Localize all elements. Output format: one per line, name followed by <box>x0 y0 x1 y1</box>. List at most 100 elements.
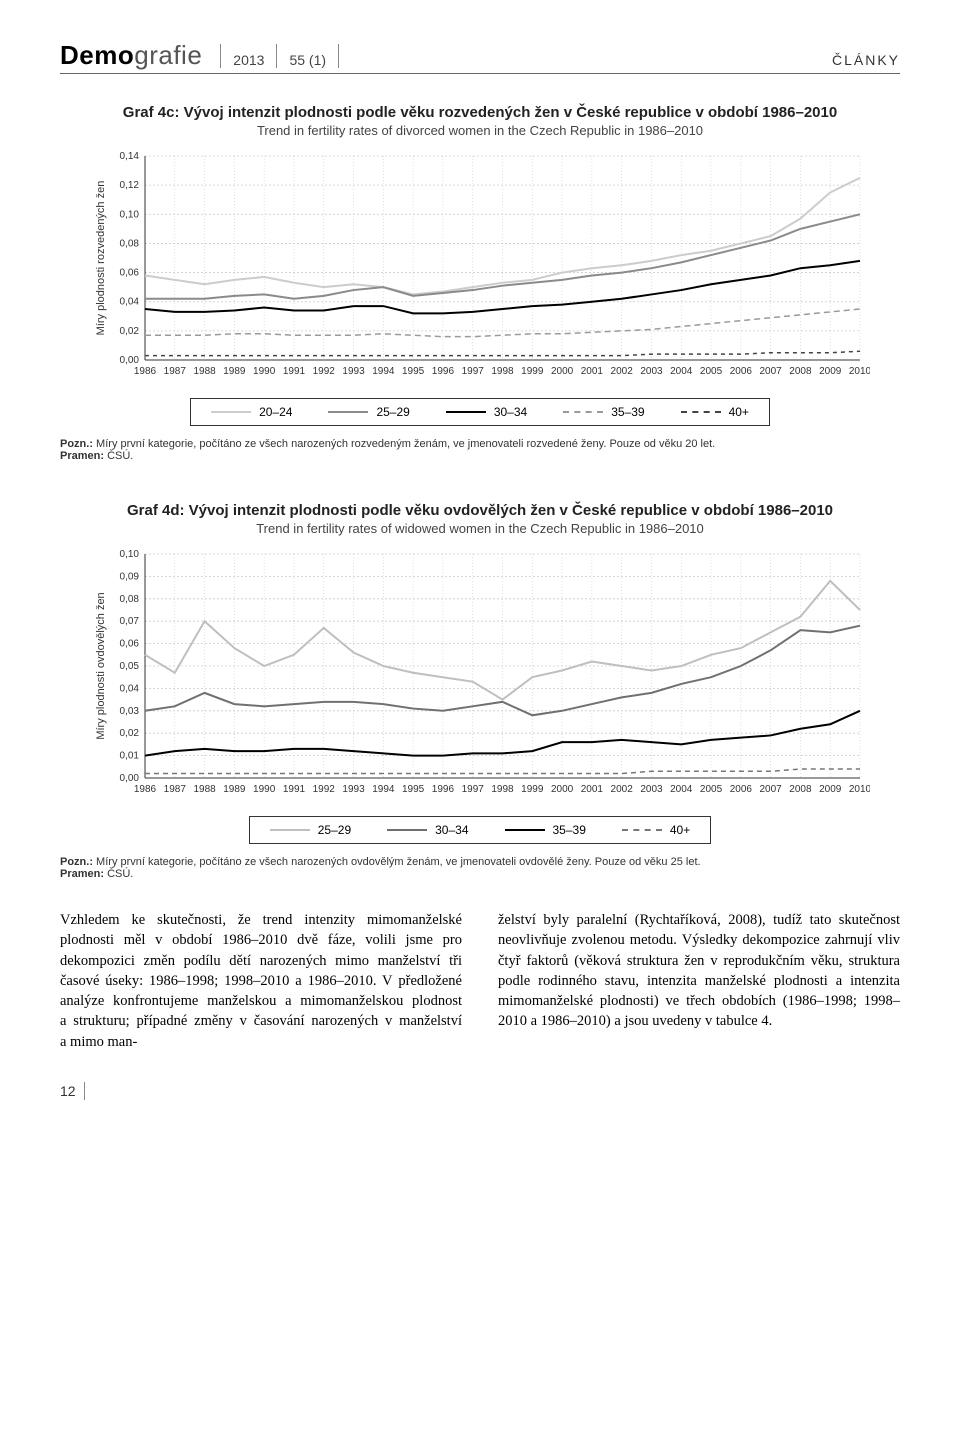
legend-item: 30–34 <box>446 405 527 419</box>
svg-text:2007: 2007 <box>760 784 783 795</box>
svg-text:1986: 1986 <box>134 366 157 377</box>
chart-4d-title: Graf 4d: Vývoj intenzit plodnosti podle … <box>60 502 900 519</box>
svg-text:1994: 1994 <box>372 366 395 377</box>
chart-4d-block: Graf 4d: Vývoj intenzit plodnosti podle … <box>60 502 900 844</box>
legend-line <box>446 411 486 413</box>
svg-text:1999: 1999 <box>521 784 544 795</box>
svg-text:1990: 1990 <box>253 366 276 377</box>
legend-label: 25–29 <box>376 405 409 419</box>
note-4c-label: Pozn.: <box>60 438 93 450</box>
svg-text:1989: 1989 <box>223 784 246 795</box>
legend-item: 40+ <box>622 823 690 837</box>
svg-text:Míry plodnosti rozvedených žen: Míry plodnosti rozvedených žen <box>95 181 107 336</box>
svg-text:0,08: 0,08 <box>120 238 140 249</box>
legend-label: 30–34 <box>435 823 468 837</box>
svg-text:2003: 2003 <box>640 366 663 377</box>
svg-text:2004: 2004 <box>670 366 693 377</box>
svg-text:1992: 1992 <box>313 366 336 377</box>
chart-4d-subtitle: Trend in fertility rates of widowed wome… <box>60 521 900 536</box>
svg-text:1991: 1991 <box>283 784 306 795</box>
note-4d-text: Míry první kategorie, počítáno ze všech … <box>93 856 701 868</box>
svg-text:1998: 1998 <box>491 784 514 795</box>
page-header: Demografie 2013 55 (1) ČLÁNKY <box>60 40 900 74</box>
svg-text:1993: 1993 <box>342 366 365 377</box>
legend-line <box>622 829 662 831</box>
svg-text:0,07: 0,07 <box>120 616 140 627</box>
svg-text:2006: 2006 <box>730 366 753 377</box>
legend-label: 40+ <box>729 405 749 419</box>
svg-text:2009: 2009 <box>819 784 842 795</box>
svg-text:0,08: 0,08 <box>120 594 140 605</box>
svg-text:1989: 1989 <box>223 366 246 377</box>
svg-text:0,00: 0,00 <box>120 355 140 366</box>
svg-text:1987: 1987 <box>164 784 187 795</box>
svg-text:2002: 2002 <box>611 366 634 377</box>
legend-item: 20–24 <box>211 405 292 419</box>
chart-4c-title: Graf 4c: Vývoj intenzit plodnosti podle … <box>60 104 900 121</box>
svg-text:2003: 2003 <box>640 784 663 795</box>
body-text: Vzhledem ke skutečnosti, že trend intenz… <box>60 910 900 1052</box>
legend-label: 25–29 <box>318 823 351 837</box>
svg-text:1999: 1999 <box>521 366 544 377</box>
svg-text:0,01: 0,01 <box>120 751 140 762</box>
legend-item: 35–39 <box>563 405 644 419</box>
chart-4c-legend: 20–24 25–29 30–34 35–39 40+ <box>190 398 770 426</box>
svg-text:0,02: 0,02 <box>120 728 140 739</box>
svg-text:1988: 1988 <box>193 784 216 795</box>
page-number-tick <box>84 1082 85 1100</box>
year: 2013 <box>233 52 264 68</box>
svg-text:2005: 2005 <box>700 366 723 377</box>
journal-title: Demografie <box>60 40 202 71</box>
svg-text:1995: 1995 <box>402 366 425 377</box>
svg-text:0,03: 0,03 <box>120 706 140 717</box>
svg-text:1994: 1994 <box>372 784 395 795</box>
svg-text:2008: 2008 <box>789 784 812 795</box>
section-label: ČLÁNKY <box>832 52 900 71</box>
issue: 55 (1) <box>289 52 326 68</box>
legend-label: 20–24 <box>259 405 292 419</box>
note-4c-text: Míry první kategorie, počítáno ze všech … <box>93 438 715 450</box>
chart-4c-subtitle: Trend in fertility rates of divorced wom… <box>60 123 900 138</box>
legend-line <box>211 411 251 413</box>
svg-text:2009: 2009 <box>819 366 842 377</box>
svg-text:0,06: 0,06 <box>120 639 140 650</box>
svg-text:1990: 1990 <box>253 784 276 795</box>
svg-text:0,05: 0,05 <box>120 661 140 672</box>
svg-text:2000: 2000 <box>551 366 574 377</box>
page-number-block: 12 <box>60 1082 900 1100</box>
legend-line <box>681 411 721 413</box>
note-4d-source-text: ČSÚ. <box>104 868 133 880</box>
legend-item: 25–29 <box>270 823 351 837</box>
legend-item: 25–29 <box>328 405 409 419</box>
legend-label: 40+ <box>670 823 690 837</box>
note-4d-source-label: Pramen: <box>60 868 104 880</box>
svg-text:1995: 1995 <box>402 784 425 795</box>
journal-title-light: grafie <box>134 40 202 70</box>
svg-text:1992: 1992 <box>313 784 336 795</box>
body-col-2: želství byly paralelní (Rychtaříková, 20… <box>498 910 900 1052</box>
chart-4d-note: Pozn.: Míry první kategorie, počítáno ze… <box>60 856 900 880</box>
chart-4d-svg: 0,000,010,020,030,040,050,060,070,080,09… <box>90 546 870 806</box>
svg-text:0,14: 0,14 <box>120 151 140 162</box>
svg-text:1997: 1997 <box>462 784 485 795</box>
svg-text:1996: 1996 <box>432 784 455 795</box>
svg-text:2005: 2005 <box>700 784 723 795</box>
svg-text:Míry plodnosti ovdovělých žen: Míry plodnosti ovdovělých žen <box>95 592 107 739</box>
svg-text:0,00: 0,00 <box>120 773 140 784</box>
svg-text:0,09: 0,09 <box>120 571 140 582</box>
legend-label: 35–39 <box>611 405 644 419</box>
note-4d-label: Pozn.: <box>60 856 93 868</box>
svg-text:2001: 2001 <box>581 366 604 377</box>
svg-text:2010: 2010 <box>849 784 870 795</box>
svg-text:2000: 2000 <box>551 784 574 795</box>
svg-text:1987: 1987 <box>164 366 187 377</box>
legend-line <box>328 411 368 413</box>
svg-text:2001: 2001 <box>581 784 604 795</box>
legend-line <box>505 829 545 831</box>
chart-4c-note: Pozn.: Míry první kategorie, počítáno ze… <box>60 438 900 462</box>
svg-text:1996: 1996 <box>432 366 455 377</box>
svg-text:2010: 2010 <box>849 366 870 377</box>
svg-text:1988: 1988 <box>193 366 216 377</box>
svg-text:0,06: 0,06 <box>120 268 140 279</box>
svg-text:2008: 2008 <box>789 366 812 377</box>
